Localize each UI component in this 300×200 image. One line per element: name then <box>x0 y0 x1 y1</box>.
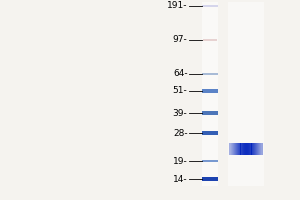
Bar <box>202 177 218 181</box>
Bar <box>202 131 218 135</box>
Bar <box>261 143 262 155</box>
Bar <box>234 143 235 155</box>
Bar <box>253 143 254 155</box>
Bar <box>257 143 258 155</box>
Bar <box>202 2 218 186</box>
Bar <box>202 160 218 162</box>
Bar <box>230 143 231 155</box>
Text: 191-: 191- <box>167 1 188 10</box>
Bar <box>203 39 217 41</box>
Bar <box>248 143 249 155</box>
Bar <box>202 89 218 93</box>
Text: 39-: 39- <box>173 108 188 117</box>
Text: 64-: 64- <box>173 70 188 78</box>
Bar <box>235 143 236 155</box>
Bar <box>245 143 246 155</box>
Bar <box>258 143 259 155</box>
Bar <box>241 143 242 155</box>
Bar <box>231 143 232 155</box>
Bar <box>237 143 238 155</box>
Bar <box>232 143 233 155</box>
Text: 28-: 28- <box>173 129 188 138</box>
Bar <box>239 143 241 155</box>
Bar <box>247 143 248 155</box>
Bar <box>254 143 255 155</box>
Bar <box>238 143 239 155</box>
Bar <box>228 2 264 186</box>
Bar <box>202 111 218 115</box>
Bar <box>242 143 243 155</box>
Bar <box>246 143 247 155</box>
Bar <box>250 143 251 155</box>
Bar <box>243 143 244 155</box>
Bar <box>259 143 260 155</box>
Text: 51-: 51- <box>173 86 188 95</box>
Bar <box>256 143 257 155</box>
Bar <box>236 143 237 155</box>
Bar <box>202 73 218 75</box>
Bar <box>233 143 234 155</box>
Bar <box>244 143 245 155</box>
Text: 19-: 19- <box>173 156 188 166</box>
Text: 14-: 14- <box>173 174 188 184</box>
Text: 97-: 97- <box>173 36 188 45</box>
Bar <box>260 143 261 155</box>
Bar <box>202 5 218 7</box>
Bar <box>249 143 250 155</box>
Bar <box>251 143 253 155</box>
Bar <box>255 143 256 155</box>
